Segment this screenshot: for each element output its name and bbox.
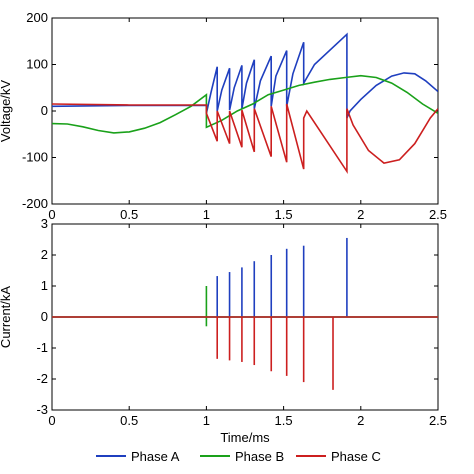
- voltage-series: [52, 32, 438, 175]
- current-panel: -3 -2 -1 0 1 2 3 0 0.5 1 1.5 2 2.5 Current/kA Time/m…: [0, 216, 447, 445]
- voltage-y-tick-label: -100: [22, 150, 48, 165]
- voltage-y-axis-label: Voltage/kV: [0, 80, 13, 142]
- current-x-tick-label: 0: [48, 413, 55, 428]
- current-y-tick-label: 0: [41, 309, 48, 324]
- voltage-plot-frame: [51, 17, 439, 205]
- time-x-axis-label: Time/ms: [220, 430, 270, 445]
- current-y-tick-label: 1: [41, 278, 48, 293]
- voltage-line-phase-c: [52, 103, 438, 175]
- legend: Phase A Phase B Phase C: [96, 449, 381, 464]
- voltage-line-phase-b: [52, 74, 438, 134]
- voltage-line-phase-a: [52, 32, 438, 119]
- current-y-axis-label: Current/kA: [0, 286, 13, 348]
- legend-label-phase-a: Phase A: [131, 449, 180, 464]
- voltage-axis-ticks: -200 -100 0 100 200 0 0.5 1 1.5 2 2.5: [22, 10, 447, 222]
- voltage-x-tick-label: 2.5: [429, 207, 447, 222]
- current-x-tick-label: 2.5: [429, 413, 447, 428]
- voltage-x-tick-label: 0: [48, 207, 55, 222]
- current-y-tick-label: -2: [36, 371, 48, 386]
- voltage-panel: -200 -100 0 100 200 0 0.5 1 1.5 2 2.5 Voltage/kV: [0, 10, 447, 222]
- current-axis-ticks: -3 -2 -1 0 1 2 3 0 0.5 1 1.5 2 2.5: [36, 216, 447, 428]
- voltage-y-tick-label: -200: [22, 196, 48, 211]
- current-y-tick-label: -3: [36, 402, 48, 417]
- current-y-tick-label: 2: [41, 247, 48, 262]
- legend-label-phase-c: Phase C: [331, 449, 381, 464]
- legend-label-phase-b: Phase B: [235, 449, 284, 464]
- voltage-x-tick-label: 2: [357, 207, 364, 222]
- current-y-tick-label: -1: [36, 340, 48, 355]
- current-x-tick-label: 0.5: [120, 413, 138, 428]
- voltage-y-tick-label: 0: [41, 103, 48, 118]
- current-series: [52, 237, 438, 390]
- current-x-tick-label: 1: [203, 413, 210, 428]
- voltage-y-tick-label: 100: [26, 57, 48, 72]
- current-y-tick-label: 3: [41, 216, 48, 231]
- current-x-tick-label: 1.5: [275, 413, 293, 428]
- voltage-x-tick-label: 1.5: [275, 207, 293, 222]
- current-x-tick-label: 2: [357, 413, 364, 428]
- voltage-x-tick-label: 0.5: [120, 207, 138, 222]
- voltage-y-tick-label: 200: [26, 10, 48, 25]
- voltage-x-tick-label: 1: [203, 207, 210, 222]
